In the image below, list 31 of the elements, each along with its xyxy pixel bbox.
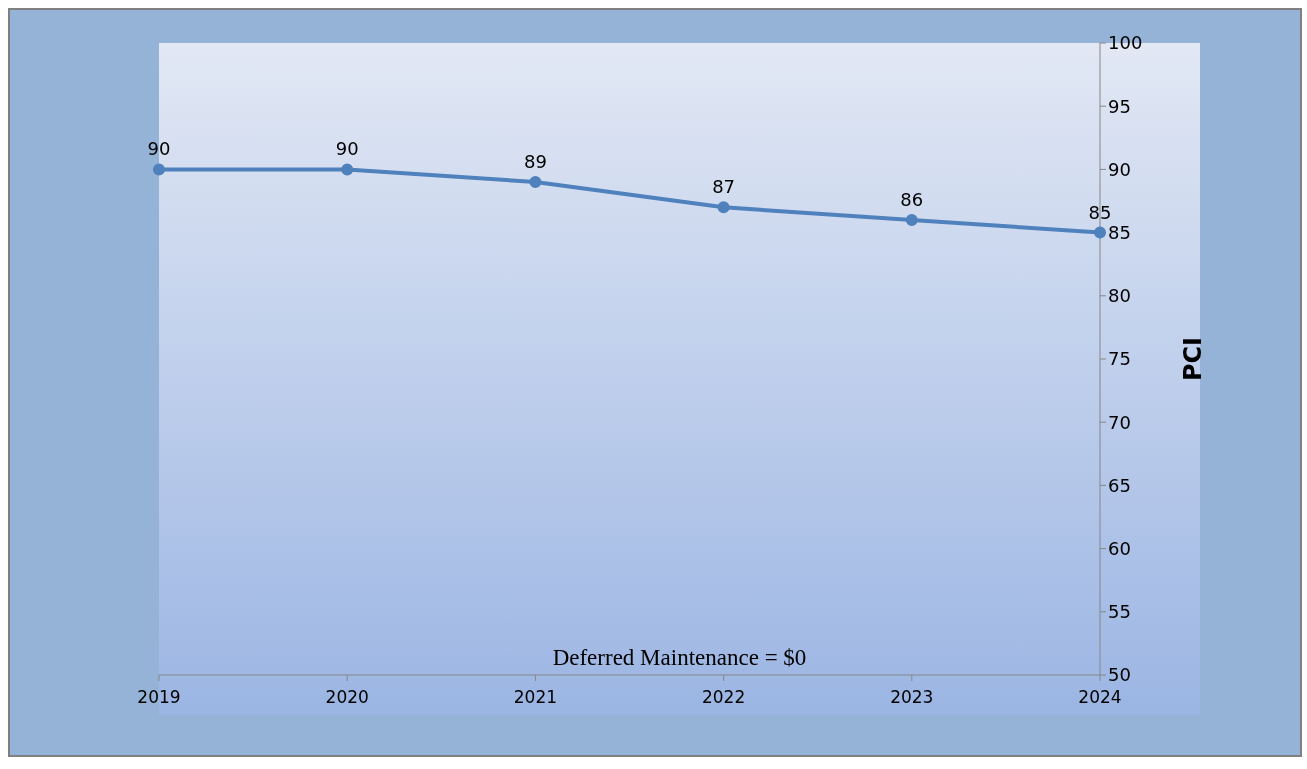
- y-tick-label: 95: [1108, 95, 1131, 117]
- data-label: 86: [900, 188, 924, 210]
- y-tick-label: 85: [1108, 221, 1131, 243]
- y-tick-label: 60: [1108, 537, 1131, 559]
- x-tick-label: 2022: [701, 687, 746, 708]
- data-label: 90: [335, 138, 359, 160]
- data-label: 90: [147, 138, 171, 160]
- y-tick-label: 100: [1108, 32, 1143, 54]
- x-tick-label: 2023: [890, 687, 934, 708]
- y-tick-label: 70: [1108, 411, 1131, 433]
- point: [341, 163, 354, 176]
- y-tick-label: 90: [1108, 158, 1131, 180]
- point: [905, 213, 918, 226]
- x-tick-label: 2024: [1078, 687, 1122, 708]
- point: [529, 176, 542, 189]
- point: [1094, 226, 1106, 239]
- x-tick-label: 2020: [325, 687, 369, 708]
- y-tick-label: 75: [1108, 348, 1131, 370]
- x-tick-label: 2019: [137, 687, 181, 708]
- data-label: 85: [1088, 201, 1112, 223]
- x-tick-label: 2021: [513, 687, 558, 708]
- y-tick-label: 65: [1108, 474, 1131, 496]
- point: [153, 163, 165, 176]
- y-tick-label: 50: [1108, 664, 1131, 686]
- point: [717, 201, 730, 214]
- y-axis-title: PCI: [1178, 336, 1207, 382]
- y-tick-label: 80: [1108, 285, 1131, 307]
- data-label: 87: [712, 176, 736, 198]
- annotation: Deferred Maintenance = $0: [552, 645, 807, 670]
- y-tick-label: 55: [1108, 601, 1131, 623]
- data-label: 89: [523, 151, 547, 173]
